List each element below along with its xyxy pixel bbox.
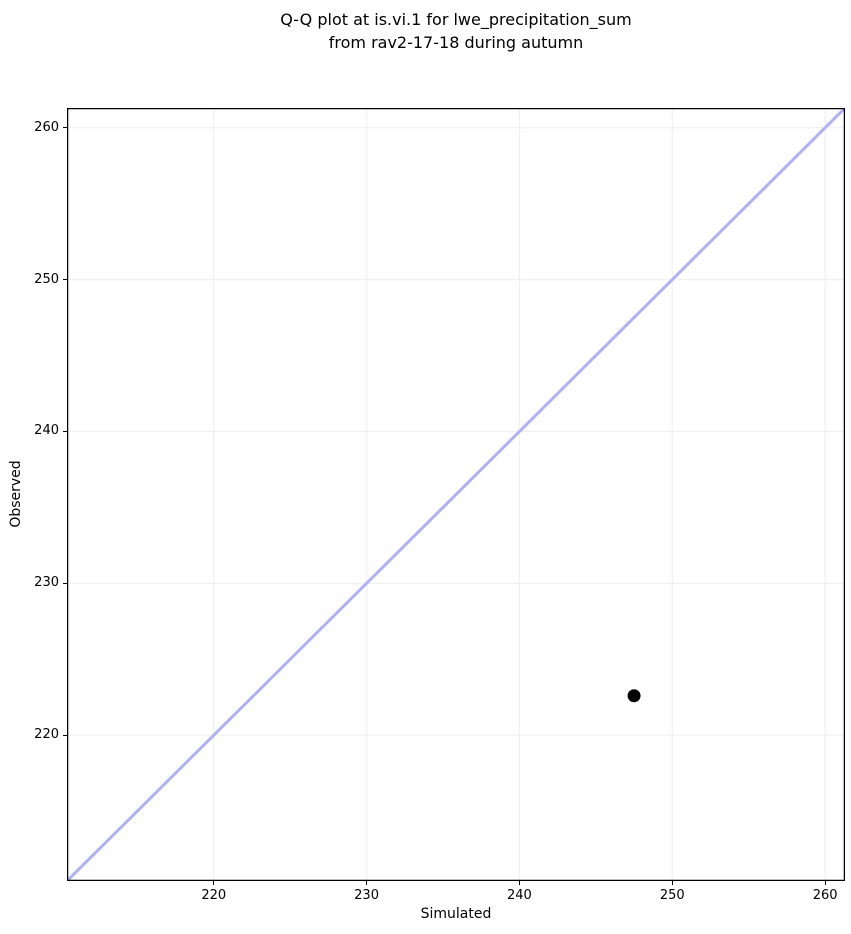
x-tick-mark <box>366 881 368 885</box>
y-tick-label: 260 <box>34 119 59 135</box>
y-axis-label: Observed <box>8 460 24 528</box>
axes-spines <box>67 108 845 881</box>
x-tick-label: 220 <box>201 888 227 903</box>
plot-svg <box>67 108 845 881</box>
x-tick-label: 240 <box>507 888 532 903</box>
x-axis-label: Simulated <box>420 906 492 922</box>
chart-title-line-1: Q-Q plot at is.vi.1 for lwe_precipitatio… <box>280 10 632 29</box>
y-tick-mark <box>63 582 67 584</box>
x-tick-mark <box>213 881 215 885</box>
y-tick-label: 250 <box>34 271 59 287</box>
x-tick-label: 260 <box>812 888 838 903</box>
y-tick-mark <box>63 430 67 432</box>
x-tick-label: 250 <box>659 888 685 903</box>
y-tick-label: 220 <box>34 727 59 743</box>
x-tick-mark <box>824 881 826 885</box>
y-tick-label: 240 <box>34 423 59 439</box>
chart-title: Q-Q plot at is.vi.1 for lwe_precipitatio… <box>67 8 845 54</box>
y-tick-label: 230 <box>34 575 59 591</box>
chart-title-line-2: from rav2-17-18 during autumn <box>328 33 584 52</box>
x-tick-label: 230 <box>354 888 379 903</box>
x-tick-mark <box>518 881 520 885</box>
identity-line <box>67 108 845 881</box>
data-point <box>627 689 641 703</box>
y-tick-mark <box>63 127 67 129</box>
plot-area <box>67 108 845 881</box>
y-tick-mark <box>63 734 67 736</box>
x-tick-mark <box>671 881 673 885</box>
y-tick-mark <box>63 279 67 281</box>
